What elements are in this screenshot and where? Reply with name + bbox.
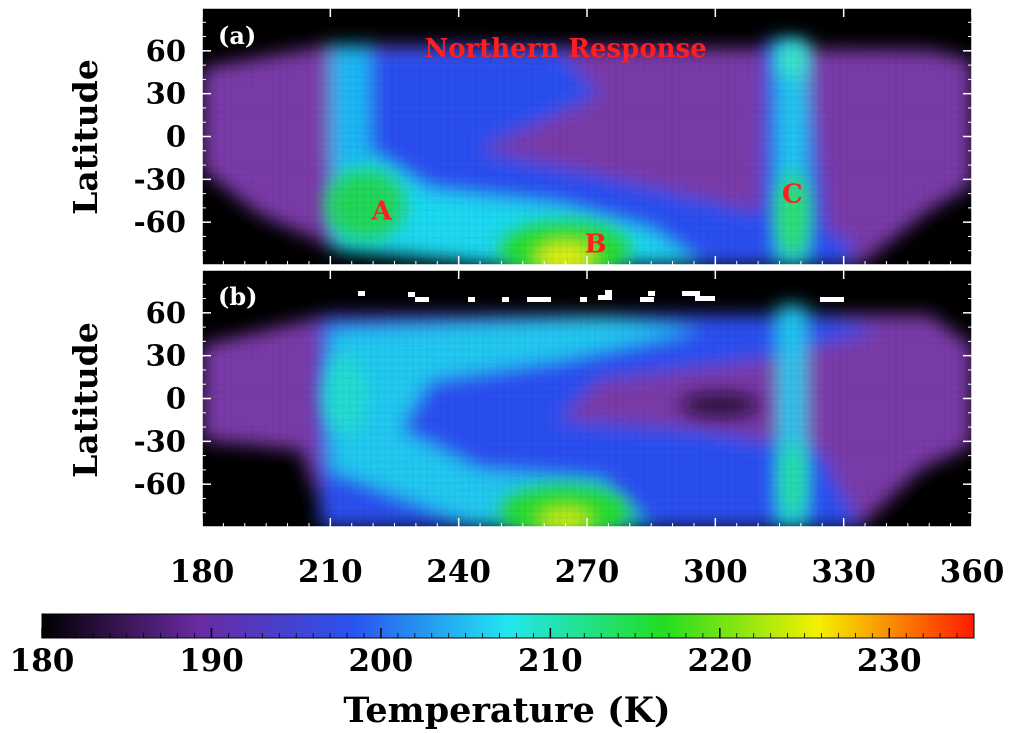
panel-a-y-tick-labels: 60 30 0 -30 -60 <box>134 34 186 239</box>
colorbar-tick-labels: 180 190 200 210 220 230 <box>10 643 922 679</box>
annotation-northern-response: Northern Response <box>424 34 706 64</box>
panel-a-ylabel: Latitude <box>66 59 105 215</box>
panel-a-annotations: Northern Response A B C <box>371 34 803 260</box>
colorbar-tick-label: 210 <box>518 643 583 679</box>
annotation-c: C <box>782 180 803 210</box>
x-tick-label: 330 <box>811 554 876 590</box>
x-tick-label: 300 <box>683 554 748 590</box>
colorbar-tick-label: 190 <box>179 643 244 679</box>
panel-b-ticks <box>201 269 973 528</box>
colorbar-ticks <box>41 628 975 638</box>
panel-b-heatmap <box>202 270 972 527</box>
x-tick-label: 360 <box>940 554 1005 590</box>
panel-b-pixel-texture <box>202 270 972 527</box>
annotation-a: A <box>371 197 393 227</box>
y-tick-label: 60 <box>146 34 186 68</box>
y-tick-label: 30 <box>146 77 186 111</box>
y-tick-label: 0 <box>166 120 186 154</box>
panel-a-label: (a) <box>218 21 256 50</box>
colorbar-tick-label: 200 <box>349 643 414 679</box>
y-tick-label: -60 <box>134 467 186 501</box>
colorbar-label: Temperature (K) <box>343 690 670 731</box>
colorbar-bar <box>41 613 975 639</box>
y-tick-label: -30 <box>134 424 186 458</box>
colorbar-tick-label: 220 <box>687 643 752 679</box>
y-tick-label: -30 <box>134 162 186 196</box>
colorbar-tick-label: 230 <box>857 643 922 679</box>
x-tick-label: 180 <box>170 554 235 590</box>
panel-a-heatmap <box>202 8 972 265</box>
panel-b-missing-data <box>358 290 844 302</box>
panel-a-ticks <box>201 7 973 266</box>
y-tick-label: 30 <box>146 339 186 373</box>
colorbar-tick-label: 180 <box>10 643 75 679</box>
panel-b-ylabel: Latitude <box>66 322 105 478</box>
x-tick-label: 210 <box>298 554 363 590</box>
colorbar: 180 190 200 210 220 230 Temperature (K) <box>10 613 975 731</box>
x-tick-label: 240 <box>426 554 491 590</box>
panel-a-pixel-texture <box>202 8 972 265</box>
panel-a <box>201 7 973 266</box>
y-tick-label: 60 <box>146 296 186 330</box>
panel-b <box>201 269 973 528</box>
x-tick-label: 270 <box>555 554 620 590</box>
x-tick-labels: 180 210 240 270 300 330 360 <box>170 554 1005 590</box>
panel-b-y-tick-labels: 60 30 0 -30 -60 <box>134 296 186 501</box>
annotation-b: B <box>585 230 607 260</box>
y-tick-label: 0 <box>166 382 186 416</box>
panel-b-label: (b) <box>218 282 258 311</box>
y-tick-label: -60 <box>134 205 186 239</box>
